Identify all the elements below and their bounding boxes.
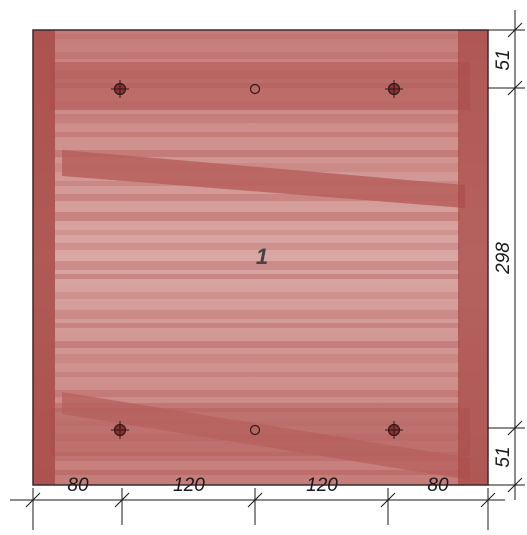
grain-stripe	[55, 194, 460, 201]
drill-hole-crosshair-icon	[111, 80, 129, 98]
right-side-rail	[458, 30, 488, 485]
tick-mark	[480, 492, 496, 508]
grain-stripe	[55, 372, 460, 377]
tick-mark	[507, 420, 523, 436]
grain-stripe	[55, 150, 460, 157]
horizontal-dimension-chain	[10, 488, 505, 530]
tick-mark	[247, 492, 263, 508]
grain-stripe	[55, 34, 460, 39]
holes	[111, 80, 403, 439]
drill-hole-icon	[249, 424, 261, 436]
grain-stripe	[55, 261, 460, 270]
top-rail	[50, 62, 470, 110]
tick-mark	[380, 492, 396, 508]
tick-mark	[507, 80, 523, 96]
dimension-label-h-120-right: 120	[306, 475, 338, 496]
part-label: 1	[256, 244, 268, 269]
grain-stripe	[55, 390, 460, 397]
dimension-label-v-51-bottom: 51	[493, 446, 514, 467]
grain-stripe	[55, 323, 460, 328]
tick-mark	[507, 477, 523, 493]
dimension-label-v-298: 298	[493, 242, 514, 275]
drill-hole-icon	[249, 83, 261, 95]
tick-mark	[25, 492, 41, 508]
upper-diagonal-plank	[62, 150, 465, 208]
drill-hole-crosshair-icon	[385, 80, 403, 98]
drill-hole-crosshair-icon	[111, 421, 129, 439]
dimension-label-h-80-right: 80	[427, 475, 449, 496]
grain-stripe	[55, 230, 460, 235]
grain-stripe	[55, 52, 460, 59]
wood-panel	[32, 29, 489, 486]
bottom-rail	[50, 408, 470, 456]
dimension-label-h-120-left: 120	[173, 475, 205, 496]
grain-stripe	[55, 354, 460, 363]
grain-stripe	[55, 212, 460, 221]
vertical-dimension-chain	[488, 10, 525, 500]
drill-hole-crosshair-icon	[385, 421, 403, 439]
left-side-rail	[33, 30, 55, 485]
dimension-label-h-80-left: 80	[67, 475, 89, 496]
grain-stripe	[55, 132, 460, 137]
tick-mark	[114, 492, 130, 508]
grain-stripe	[55, 403, 460, 412]
grain-stripe	[55, 310, 460, 319]
grain-stripe	[55, 341, 460, 348]
panel-outline	[32, 29, 489, 486]
grain-stripe	[55, 452, 460, 461]
grain-stripe	[55, 470, 460, 475]
grain-stripe	[55, 292, 460, 299]
grain-stripe	[55, 114, 460, 123]
dimension-label-v-51-top: 51	[493, 49, 514, 70]
tick-mark	[507, 22, 523, 38]
grain-stripe	[55, 274, 460, 279]
grain-stripe	[55, 243, 460, 250]
